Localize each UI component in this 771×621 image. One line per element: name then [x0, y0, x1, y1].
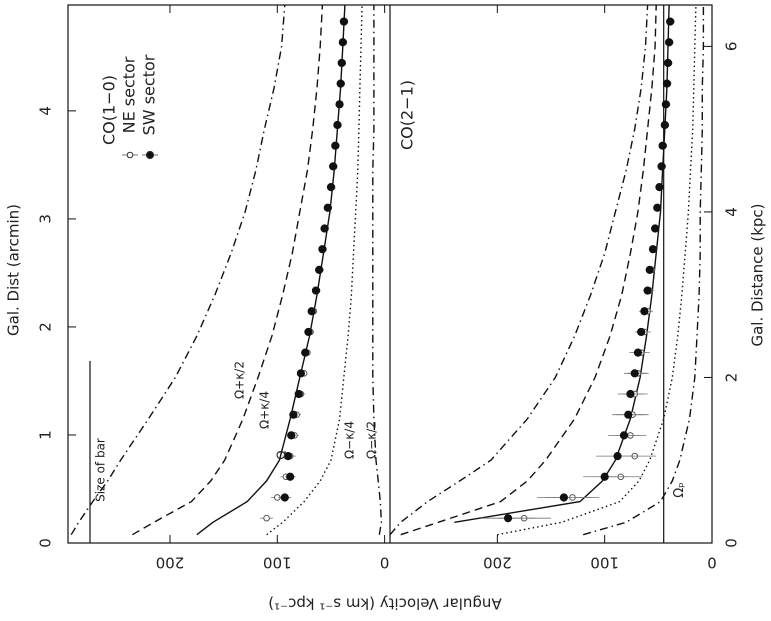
- data-point: [503, 514, 513, 523]
- data-point: [559, 493, 568, 502]
- data-point: [662, 79, 672, 88]
- model-curve: [372, 5, 383, 535]
- model-curve: [583, 5, 705, 536]
- x2-tick-label: 1: [37, 430, 55, 440]
- legend-marker: [145, 150, 155, 160]
- data-point: [660, 120, 669, 130]
- data-point: [315, 265, 324, 274]
- x2-tick-label: 4: [37, 106, 55, 116]
- data-point: [613, 451, 622, 461]
- model-curve: [454, 5, 670, 523]
- data-point: [630, 369, 639, 378]
- x-tick-label: 4: [723, 207, 741, 217]
- y-tick-label: 0: [707, 554, 717, 572]
- pattern-speed-label: Ωₚ: [672, 482, 687, 498]
- curve-label: Ω−κ/2: [365, 421, 379, 459]
- data-point: [289, 410, 298, 419]
- panel: [70, 5, 383, 536]
- data-point: [637, 327, 646, 337]
- model-curve: [390, 5, 649, 536]
- x2-axis-label: Gal. Dist (arcmin): [5, 204, 23, 336]
- data-point: [333, 120, 342, 130]
- y-tick-label: 200: [483, 554, 512, 572]
- data-point: [286, 472, 295, 481]
- x-tick-label: 0: [723, 538, 741, 548]
- data-point: [337, 58, 346, 68]
- model-curve: [196, 5, 346, 536]
- y-axis-label: Angular Velocity (km s⁻¹ kpc⁻¹): [268, 595, 501, 613]
- data-point: [294, 389, 303, 399]
- plot: 0 2 4 6 0 1 2 3 4 0 100 200 Ω+κ/2 Ω+κ/4 Ω Ω−κ/4 Ω−κ/2 CO(…: [37, 5, 741, 572]
- data-point: [619, 431, 629, 440]
- x2-tick-label: 3: [37, 214, 55, 224]
- y-tick-label: 200: [156, 554, 185, 572]
- data-point: [658, 141, 667, 150]
- data-point: [663, 58, 673, 68]
- curve-label: Ω+κ/4: [258, 391, 272, 429]
- curve-label: Ω: [275, 450, 289, 459]
- model-curve: [70, 5, 286, 536]
- data-point: [280, 493, 289, 502]
- data-point: [326, 182, 336, 192]
- data-point: [311, 286, 321, 295]
- data-point: [600, 472, 609, 481]
- data-point: [655, 182, 664, 192]
- panel: [390, 5, 705, 536]
- data-point: [307, 307, 316, 316]
- y-tick-label: 100: [263, 554, 292, 572]
- data-point: [331, 141, 340, 150]
- x-tick-label: 6: [723, 42, 741, 52]
- data-point: [318, 245, 327, 254]
- model-curve: [132, 5, 324, 536]
- curve-label: Ω−κ/4: [343, 421, 357, 459]
- curve-label: Ω+κ/2: [233, 361, 247, 399]
- panel-title: CO(2−1): [398, 80, 417, 150]
- data-point: [624, 410, 633, 419]
- y-tick-label: 0: [380, 554, 390, 572]
- legend-label: NE sector: [120, 56, 139, 133]
- x-tick-label: 2: [723, 373, 741, 383]
- bar-label: Size of bar: [94, 438, 108, 502]
- legend-label: SW sector: [140, 54, 159, 135]
- legend-marker: [126, 151, 134, 159]
- data-point: [664, 38, 674, 47]
- model-curve: [400, 5, 657, 536]
- data-point: [339, 17, 348, 26]
- data-point: [648, 245, 658, 254]
- data-point: [643, 286, 652, 295]
- data-point: [320, 224, 329, 233]
- data-point: [666, 17, 675, 26]
- x-axis-label: Gal. Distance (kpc): [749, 203, 767, 346]
- data-point: [633, 348, 643, 357]
- data-point: [336, 79, 345, 88]
- data-point: [301, 348, 310, 357]
- data-point: [626, 389, 635, 399]
- data-point: [323, 203, 332, 212]
- data-point: [329, 162, 338, 171]
- data-point: [296, 369, 306, 378]
- x2-tick-label: 2: [37, 322, 55, 332]
- model-curve: [266, 5, 363, 536]
- x2-tick-label: 0: [37, 538, 55, 548]
- data-point: [645, 265, 654, 274]
- data-point: [283, 451, 293, 461]
- y-tick-label: 100: [590, 554, 619, 572]
- data-point: [653, 203, 662, 212]
- data-point: [640, 307, 649, 316]
- data-point: [338, 38, 347, 47]
- data-point: [304, 327, 313, 337]
- data-point: [335, 100, 344, 109]
- data-point: [287, 431, 296, 440]
- data-point: [263, 514, 270, 522]
- panel-title: CO(1−0): [100, 75, 119, 145]
- data-point: [651, 224, 660, 233]
